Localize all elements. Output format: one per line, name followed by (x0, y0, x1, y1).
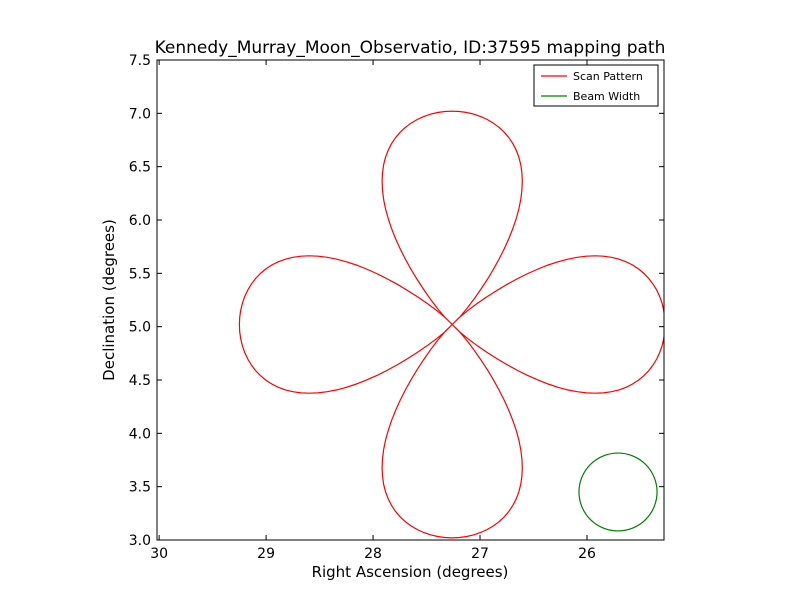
plot-frame (156, 59, 665, 541)
plot-background (157, 60, 664, 540)
series-beam-width (578, 452, 658, 532)
data-layer (238, 110, 664, 539)
y-tick-label: 4.0 (129, 426, 151, 442)
y-tick-label: 3.0 (129, 533, 151, 549)
y-tick-label: 6.0 (129, 213, 151, 229)
legend-label-beam-width: Beam Width (573, 90, 640, 103)
x-axis-label: Right Ascension (degrees) (312, 563, 509, 581)
x-tick-label: 26 (578, 546, 596, 562)
legend-box (533, 64, 659, 107)
x-tick-label: 28 (364, 546, 382, 562)
chart-title: Kennedy_Murray_Moon_Observatio, ID:37595… (155, 38, 666, 58)
legend-label-scan-pattern: Scan Pattern (573, 70, 643, 83)
y-tick-label: 3.5 (129, 480, 151, 496)
x-tick-label: 27 (471, 546, 489, 562)
plot-area (156, 59, 665, 541)
legend: Scan Pattern Beam Width (533, 64, 659, 107)
y-tick-label: 6.5 (129, 160, 151, 176)
y-tick-label: 7.0 (129, 106, 151, 122)
series-scan-pattern (238, 110, 664, 539)
y-tick-label: 5.5 (129, 266, 151, 282)
x-axis: 30 29 28 27 26 (150, 60, 596, 562)
y-axis-label: Declination (degrees) (100, 219, 118, 381)
y-tick-label: 5.0 (129, 320, 151, 336)
x-tick-label: 29 (257, 546, 275, 562)
y-axis: 3.0 3.5 4.0 4.5 5.0 5.5 6.0 6.5 7.0 7.5 (129, 53, 664, 549)
y-tick-label: 7.5 (129, 53, 151, 69)
y-tick-label: 4.5 (129, 373, 151, 389)
x-tick-label: 30 (150, 546, 168, 562)
